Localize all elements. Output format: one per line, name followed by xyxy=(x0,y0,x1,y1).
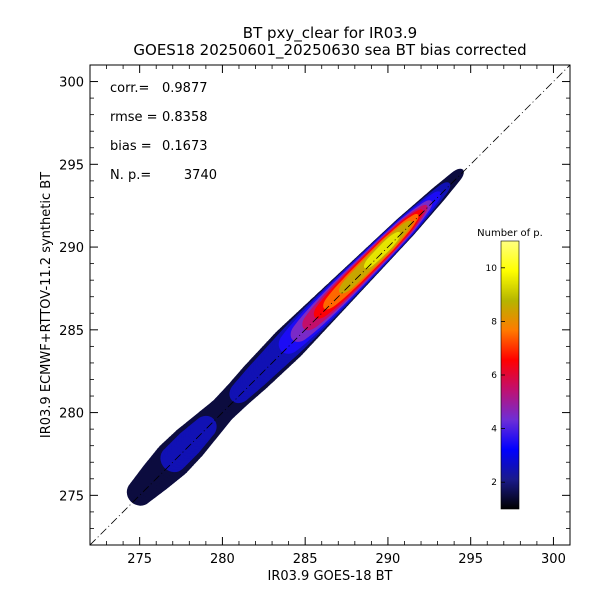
chart-title: BT pxy_clear for IR03.9 xyxy=(243,24,417,43)
x-tick-label: 275 xyxy=(127,552,152,567)
y-axis-label: IR03.9 ECMWF+RTTOV-11.2 synthetic BT xyxy=(39,172,54,438)
stat-label: rmse = xyxy=(110,110,158,125)
x-tick-label: 300 xyxy=(541,552,566,567)
x-axis-label: IR03.9 GOES-18 BT xyxy=(268,569,393,584)
colorbar-tick-label: 8 xyxy=(491,317,497,327)
stat-value: 3740 xyxy=(184,168,217,183)
x-tick-label: 290 xyxy=(376,552,401,567)
density-field xyxy=(126,168,464,506)
stat-value: 0.9877 xyxy=(162,81,208,96)
stat-value: 0.1673 xyxy=(162,139,208,154)
stat-value: 0.8358 xyxy=(162,110,208,125)
colorbar-tick-label: 4 xyxy=(491,425,497,435)
stat-label: corr.= xyxy=(110,81,149,96)
x-tick-label: 280 xyxy=(210,552,235,567)
x-tick-label: 285 xyxy=(293,552,318,567)
plot-frame xyxy=(89,64,571,546)
y-tick-label: 285 xyxy=(59,324,84,339)
colorbar: Number of p. 2 4 6 8 10 xyxy=(477,228,543,510)
stats-panel: corr.= 0.9877 rmse = 0.8358 bias = 0.1673 N. p… xyxy=(110,81,217,183)
chart-subtitle: GOES18 20250601_20250630 sea BT bias cor… xyxy=(133,41,526,60)
stat-label: bias = xyxy=(110,139,152,154)
x-axis-ticks: 275 280 285 290 295 300 xyxy=(89,65,571,567)
y-tick-label: 300 xyxy=(59,76,84,91)
stat-label: N. p.= xyxy=(110,168,151,183)
x-tick-label: 295 xyxy=(458,552,483,567)
colorbar-tick-label: 6 xyxy=(491,371,497,381)
y-tick-label: 290 xyxy=(59,241,84,256)
colorbar-tick-label: 2 xyxy=(491,478,497,488)
colorbar-title: Number of p. xyxy=(477,228,543,239)
y-tick-label: 295 xyxy=(59,158,84,173)
y-tick-label: 280 xyxy=(59,407,84,422)
y-tick-label: 275 xyxy=(59,489,84,504)
y-axis-ticks: 275 280 285 290 295 300 xyxy=(59,64,570,546)
colorbar-tick-label: 10 xyxy=(486,264,498,274)
